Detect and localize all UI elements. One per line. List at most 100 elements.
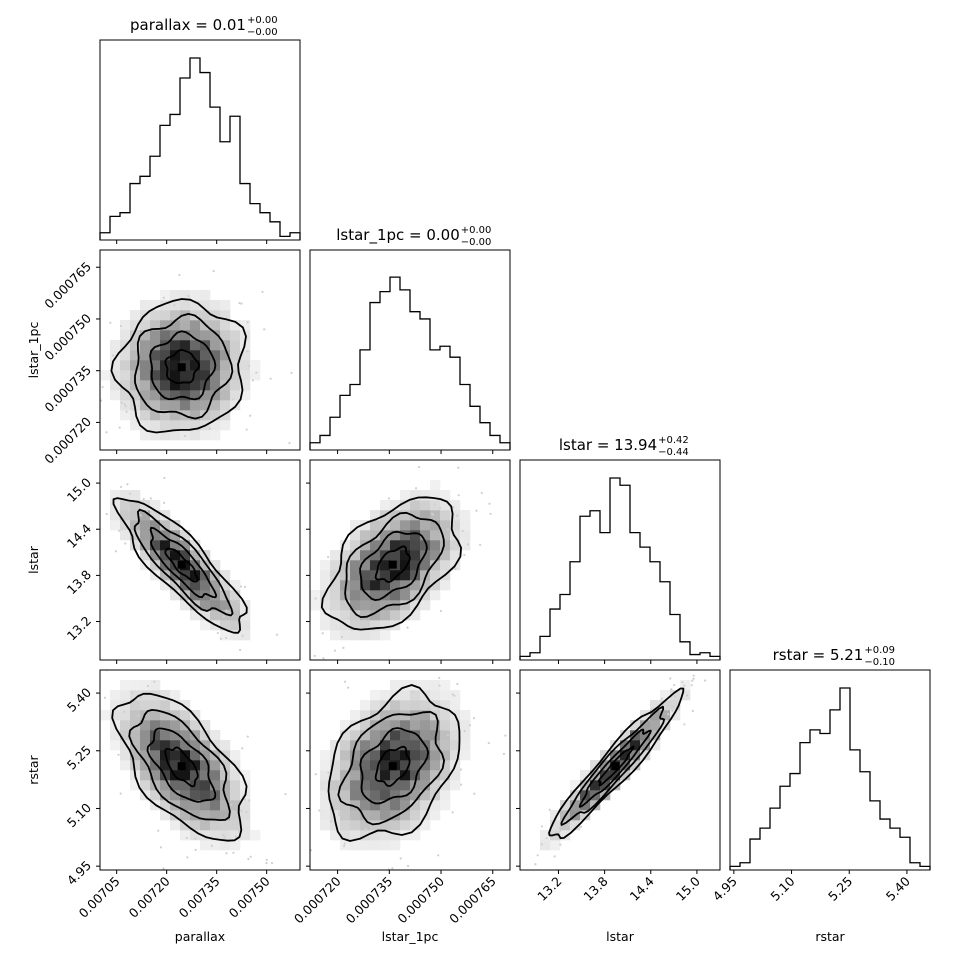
sample-point: [502, 752, 506, 755]
density-cell: [110, 490, 121, 501]
density-cell: [210, 350, 221, 361]
sample-point: [290, 371, 293, 374]
density-cell: [120, 350, 131, 361]
density-cell: [380, 800, 391, 811]
density-cell: [350, 530, 361, 541]
density-cell: [150, 430, 161, 441]
density-cell: [150, 680, 161, 691]
density-cell: [420, 720, 431, 731]
sample-point: [157, 829, 160, 832]
density-cell: [140, 400, 151, 411]
sample-point: [131, 691, 134, 694]
density-cell: [410, 610, 421, 621]
sample-point: [730, 659, 732, 661]
density-cell: [420, 600, 431, 611]
sample-point: [732, 645, 734, 647]
density-cell: [330, 820, 341, 831]
density-cell: [210, 600, 221, 611]
density-cell: [410, 700, 421, 711]
panel-frame: [99, 249, 301, 451]
density-cell: [210, 800, 221, 811]
sample-point: [458, 641, 460, 643]
density-cell: [320, 750, 331, 761]
density-cell: [460, 510, 471, 521]
sample-point: [212, 270, 215, 273]
density-cell: [330, 580, 341, 591]
sample-point: [92, 722, 94, 724]
density-cell: [230, 630, 241, 641]
density-cell: [570, 820, 581, 831]
hist-frame-parallax: [99, 39, 301, 241]
density-cell: [460, 540, 471, 551]
density-cell: [140, 430, 151, 441]
density-cell: [220, 600, 231, 611]
x-axis-rstar: 4.95 5.10 5.25 5.40 rstar: [710, 873, 913, 944]
density-cell: [620, 730, 631, 741]
density-cell: [380, 580, 391, 591]
density-cell: [650, 710, 661, 721]
density-cell: [170, 320, 181, 331]
sample-point: [438, 507, 442, 510]
density-cell: [160, 300, 171, 311]
density-cell: [430, 490, 441, 501]
histogram-lstar_1pc: [309, 276, 511, 450]
density-cell: [160, 810, 171, 821]
density-cell: [420, 750, 431, 761]
sample-point: [343, 680, 347, 683]
density-cell: [160, 380, 171, 391]
density-cell: [410, 530, 421, 541]
density-cell: [400, 730, 411, 741]
sample-point: [673, 695, 677, 698]
density-cell: [460, 530, 471, 541]
contour-3: [133, 508, 234, 617]
density-cell: [170, 360, 181, 371]
sample-point: [225, 852, 228, 855]
sample-point: [208, 427, 212, 430]
sample-point: [255, 371, 258, 374]
density-cell: [180, 390, 191, 401]
sample-point: [433, 503, 436, 506]
density-cell: [360, 590, 371, 601]
density-cell: [140, 690, 151, 701]
sample-point: [406, 864, 410, 868]
density-cell: [670, 700, 681, 711]
sample-point: [343, 844, 346, 848]
sample-point: [232, 851, 235, 854]
density-cell: [150, 520, 161, 531]
contour-2: [149, 330, 217, 401]
density-cell: [230, 340, 241, 351]
density-cell: [410, 490, 421, 501]
density-cell: [180, 710, 191, 721]
density-cell: [140, 740, 151, 751]
density-cell: [220, 830, 231, 841]
sample-point: [517, 867, 519, 869]
title-plus-lstar_1pc: +0.00: [461, 225, 492, 236]
sample-point: [691, 709, 694, 712]
sample-point: [427, 627, 429, 629]
density-cell: [400, 580, 411, 591]
sample-point: [217, 822, 220, 825]
density-cell: [360, 730, 371, 741]
title-rstar: rstar = 5.21: [773, 646, 864, 664]
sample-point: [43, 326, 45, 328]
median-marker: [177, 363, 186, 372]
density-cell: [230, 590, 241, 601]
sample-point: [114, 550, 117, 553]
density-cell: [190, 800, 201, 811]
x-tick-label-lstar_1pc-3: 0.000765: [446, 874, 499, 927]
density-cell: [370, 550, 381, 561]
sample-point: [417, 465, 421, 469]
panel-rstar-vs-lstar_1pc: [306, 627, 511, 874]
sample-point: [553, 855, 556, 858]
density-cell: [160, 790, 171, 801]
density-cell: [460, 720, 471, 731]
density-cell: [120, 680, 131, 691]
density-cell: [220, 400, 231, 411]
sample-point: [118, 529, 121, 532]
density-cell: [180, 320, 191, 331]
density-cell: [340, 800, 351, 811]
sample-point: [322, 657, 325, 660]
sample-point: [125, 410, 128, 413]
density-cell: [160, 370, 171, 381]
